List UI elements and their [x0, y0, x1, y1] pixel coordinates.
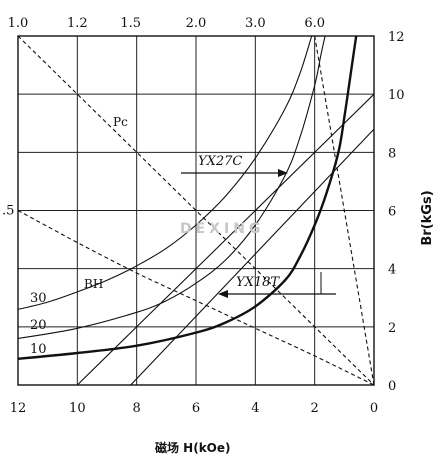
- top-tick-label: 2.0: [186, 16, 207, 31]
- watermark: DEXING: [180, 221, 264, 237]
- yx27c-label: YX27C: [198, 154, 242, 169]
- top-tick-label: 1.2: [67, 16, 88, 31]
- series-curve-line-2: [17, 35, 313, 310]
- bh-20-label: 20: [30, 318, 47, 333]
- x-tick-label: 4: [251, 401, 259, 416]
- series-curve-line-7: [76, 93, 375, 386]
- y-tick-label: 0: [388, 379, 396, 394]
- plot-frame: [17, 35, 375, 386]
- left-tick-label: .5: [2, 204, 14, 219]
- x-tick-label: 12: [10, 401, 27, 416]
- y-tick-label: 6: [388, 205, 396, 220]
- bh-30-label: 30: [30, 291, 47, 306]
- series-curve-line-6: [314, 35, 375, 386]
- yx18t-label: YX18T: [236, 275, 280, 290]
- yx18t-arrow: [218, 290, 336, 298]
- y-tick-label: 8: [388, 146, 396, 161]
- top-tick-label: 6.0: [304, 16, 325, 31]
- x-tick-label: 2: [311, 401, 319, 416]
- series-curve-line-5: [17, 35, 375, 386]
- top-tick-label: 3.0: [245, 16, 266, 31]
- series-group: [17, 35, 375, 386]
- y-tick-label: 2: [388, 321, 396, 336]
- x-tick-label: 6: [192, 401, 200, 416]
- series-curve-line-3: [17, 35, 326, 340]
- x-tick-label: 8: [133, 401, 141, 416]
- y-tick-label: 10: [388, 88, 405, 103]
- series-curve-yx18t: [17, 35, 358, 360]
- top-tick-label: 1.5: [120, 16, 141, 31]
- yx27c-arrow: [181, 169, 288, 177]
- bh-10-label: 10: [30, 342, 47, 357]
- x-tick-label: 0: [370, 401, 378, 416]
- y-tick-label: 4: [388, 263, 396, 278]
- pc-label: Pc: [113, 115, 128, 129]
- x-tick-label: 10: [69, 401, 86, 416]
- y-tick-label: 12: [388, 30, 405, 45]
- series-curve-line-4: [17, 210, 375, 386]
- top-tick-label: 1.0: [8, 16, 29, 31]
- y-axis-title: Br(kGs): [420, 190, 435, 245]
- series-curve-line-8: [130, 128, 375, 386]
- x-axis-title: 磁场 H(kOe): [154, 440, 231, 455]
- bh-label: BH: [84, 277, 103, 291]
